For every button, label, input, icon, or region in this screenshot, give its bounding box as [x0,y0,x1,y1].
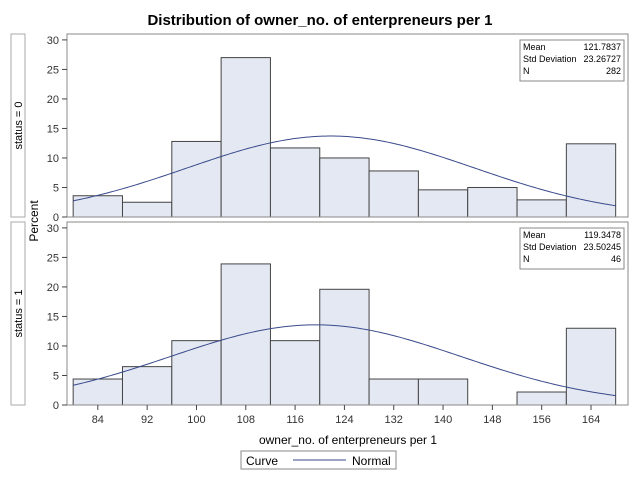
histogram-bar [565,327,617,406]
x-tick-label: 108 [237,414,255,426]
legend-title: Curve [246,454,278,468]
histogram-bar [220,57,271,218]
legend-normal-label: Normal [352,454,391,468]
histogram-bar [417,189,469,218]
histogram-bar [368,170,419,218]
y-tick-label: 30 [47,35,59,47]
histogram-bar [516,199,567,218]
histogram-bar [269,340,321,406]
histogram-bar [72,378,123,406]
histogram-bar [467,186,518,218]
histogram-bar [565,143,617,218]
legend: Curve Normal [240,450,397,470]
y-tick-label: 20 [47,282,59,294]
y-tick-label: 0 [53,212,59,224]
stats-label: N [523,66,530,76]
y-tick-label: 5 [53,370,59,382]
x-tick-label: 148 [483,414,501,426]
panel-1: status = 1 0 5 10 15 20 25 30 Mean 119.3478 Std De… [10,221,629,412]
plot-frame [66,33,629,218]
strip-label: status = 1 [13,289,25,337]
histogram-bar [319,157,370,218]
stats-label: N [523,254,530,264]
x-tick-label: 140 [434,414,452,426]
x-tick-label: 92 [141,414,153,426]
x-tick-label: 84 [92,414,104,426]
x-tick-label: 132 [385,414,403,426]
panels: status = 0 0 5 10 15 20 25 30 Mean 121.7837 Std De… [10,33,629,426]
x-tick-label: 116 [286,414,304,426]
stats-value: 119.3478 [584,230,621,240]
chart-title: Distribution of owner_no. of enterpreneu… [147,12,492,29]
histogram-bar [417,378,469,406]
x-tick-label: 164 [582,414,600,426]
x-tick-label: 124 [335,414,353,426]
stats-box [519,227,625,270]
stats-label: Std Deviation [523,54,577,64]
stats-value: 121.7837 [583,42,621,52]
x-tick-label: 156 [533,414,551,426]
histogram-bar [171,140,222,218]
y-tick-label: 10 [47,341,59,353]
y-tick-label: 0 [53,400,59,412]
histogram-bar [319,288,370,406]
y-tick-label: 15 [47,123,59,135]
y-tick-label: 5 [53,182,59,194]
histogram-bar [121,366,173,406]
y-tick-label: 25 [47,64,59,76]
plot-frame [66,221,629,406]
x-axis-label: owner_no. of enterpreneurs per 1 [259,433,437,447]
y-tick-label: 30 [47,223,59,235]
histogram-bar [171,340,222,406]
stats-value: 23.50245 [583,242,621,252]
strip-box [10,221,26,406]
y-tick-label: 25 [47,252,59,264]
strip-label: status = 0 [13,101,25,149]
normal-curve [73,135,616,207]
normal-curve [73,324,616,397]
stats-value: 282 [606,66,621,76]
histogram-bar [516,391,567,406]
strip-box [10,33,26,218]
stats-label: Mean [523,230,546,240]
stats-label: Std Deviation [523,242,577,252]
y-axis-label: Percent [27,200,41,242]
x-tick-label: 100 [187,414,205,426]
y-tick-label: 20 [47,94,59,106]
panel-0: status = 0 0 5 10 15 20 25 30 Mean 121.7837 Std De… [10,33,629,224]
histogram-bar [269,147,321,218]
y-tick-label: 10 [47,153,59,165]
y-tick-label: 15 [47,311,59,323]
stats-box [519,39,625,82]
histogram-bar [121,201,173,218]
stats-value: 23.26727 [583,54,621,64]
histogram-bar [368,378,419,406]
stats-value: 46 [611,254,621,264]
stats-label: Mean [523,42,546,52]
histogram-bar [220,263,271,406]
